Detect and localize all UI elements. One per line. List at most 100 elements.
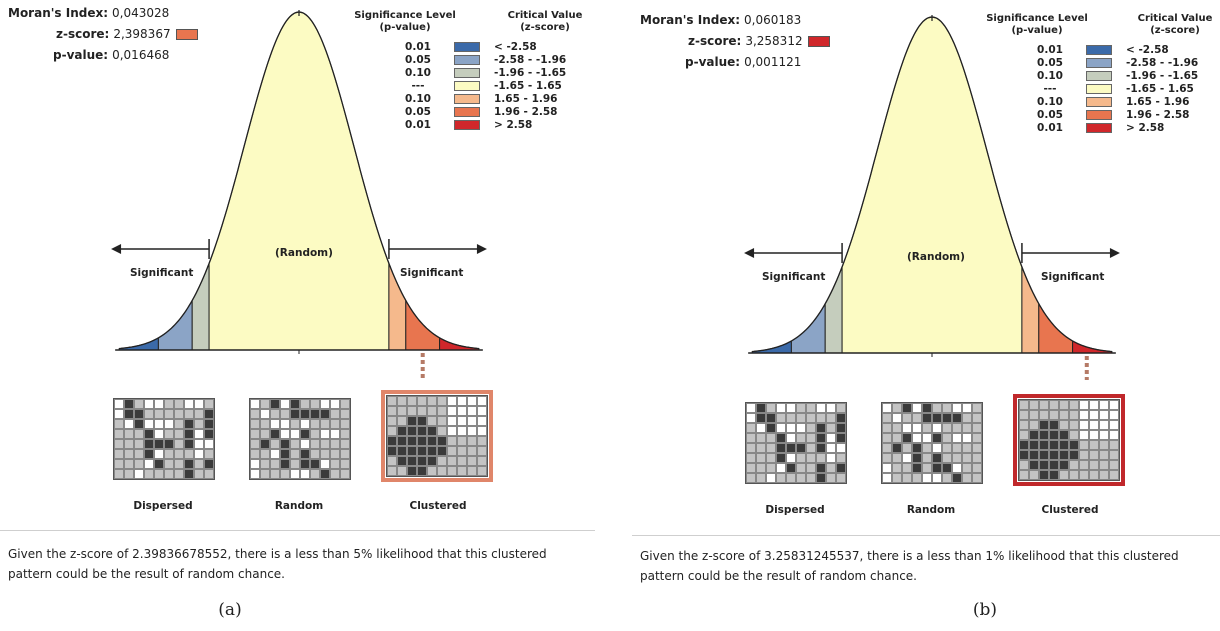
map-cell <box>1099 470 1109 480</box>
map-cell <box>320 459 330 469</box>
map-cell <box>786 473 796 483</box>
map-cell <box>952 473 962 483</box>
map-cell <box>467 456 477 466</box>
map-cell <box>260 439 270 449</box>
map-cell <box>1039 430 1049 440</box>
map-cell <box>962 473 972 483</box>
map-cell <box>1089 410 1099 420</box>
map-cell <box>746 443 756 453</box>
map-cell <box>1039 460 1049 470</box>
map-cell <box>320 469 330 479</box>
legend-swatch <box>454 81 480 91</box>
map-cell <box>786 463 796 473</box>
map-cell <box>330 459 340 469</box>
legend-swatch <box>454 42 480 52</box>
map-cell <box>1069 460 1079 470</box>
map-cell <box>144 469 154 479</box>
map-cell <box>902 453 912 463</box>
legend-head-critical: Critical Value (z-score) <box>1130 13 1220 37</box>
map-cell <box>174 399 184 409</box>
map-cell <box>1109 410 1119 420</box>
legend-critical: -1.96 - -1.65 <box>1126 70 1199 82</box>
map-cell <box>1059 420 1069 430</box>
map-cell <box>437 396 447 406</box>
map-cell <box>922 433 932 443</box>
description-line-2: pattern could be the result of random ch… <box>8 567 285 581</box>
map-cell <box>796 443 806 453</box>
map-cell <box>1099 460 1109 470</box>
map-cell <box>922 413 932 423</box>
map-cell <box>892 453 902 463</box>
map-cell <box>912 453 922 463</box>
map-cell <box>427 446 437 456</box>
map-cell <box>1109 400 1119 410</box>
map-cell <box>164 429 174 439</box>
map-cell <box>1029 430 1039 440</box>
map-cell <box>310 439 320 449</box>
map-cell <box>796 423 806 433</box>
map-cell <box>184 419 194 429</box>
legend-head-significance-title: Significance Level <box>986 13 1088 24</box>
map-cell <box>477 416 487 426</box>
map-cell <box>154 399 164 409</box>
curve-bin-3 <box>208 11 390 351</box>
distribution-curve <box>744 15 1120 380</box>
map-cell <box>1019 440 1029 450</box>
map-cell <box>260 459 270 469</box>
map-cell <box>1069 440 1079 450</box>
map-cell <box>816 423 826 433</box>
legend-critical: -2.58 - -1.96 <box>1126 57 1199 69</box>
map-cell <box>932 403 942 413</box>
map-cell <box>1079 440 1089 450</box>
map-cell <box>270 459 280 469</box>
map-cell <box>194 399 204 409</box>
map-cell <box>932 413 942 423</box>
map-cell <box>1059 440 1069 450</box>
map-cell <box>882 443 892 453</box>
map-cell <box>184 459 194 469</box>
map-cell <box>250 399 260 409</box>
map-cell <box>806 403 816 413</box>
legend-critical: < -2.58 <box>494 41 537 53</box>
map-cell <box>280 429 290 439</box>
map-cell <box>892 433 902 443</box>
map-cell <box>387 426 397 436</box>
z-score-swatch <box>807 36 830 47</box>
map-cell <box>806 473 816 483</box>
map-cell <box>250 449 260 459</box>
clustered-map <box>381 390 493 482</box>
map-cell <box>417 436 427 446</box>
map-cell <box>892 403 902 413</box>
legend-head-critical-sub: (z-score) <box>520 22 570 33</box>
map-cell <box>1109 420 1119 430</box>
map-cell <box>1029 460 1039 470</box>
map-cell <box>457 466 467 476</box>
map-cell <box>766 423 776 433</box>
map-cell <box>746 423 756 433</box>
map-cell <box>902 423 912 433</box>
map-cell <box>756 453 766 463</box>
map-cell <box>124 429 134 439</box>
map-cell <box>1079 420 1089 430</box>
map-cell <box>952 413 962 423</box>
map-cell <box>194 469 204 479</box>
map-cell <box>972 463 982 473</box>
map-cell <box>892 463 902 473</box>
map-cell <box>397 426 407 436</box>
map-cell <box>1099 420 1109 430</box>
map-cell <box>114 409 124 419</box>
map-cell <box>892 473 902 483</box>
map-cell <box>1049 460 1059 470</box>
map-cell <box>330 409 340 419</box>
random-label: (Random) <box>275 247 333 259</box>
map-cell <box>972 433 982 443</box>
panel-caption: (a) <box>218 600 242 620</box>
map-cell <box>1089 420 1099 430</box>
map-cell <box>892 413 902 423</box>
map-cell <box>174 419 184 429</box>
map-cell <box>882 413 892 423</box>
map-cell <box>836 403 846 413</box>
map-cell <box>776 443 786 453</box>
map-cell <box>1089 460 1099 470</box>
map-cell <box>756 433 766 443</box>
